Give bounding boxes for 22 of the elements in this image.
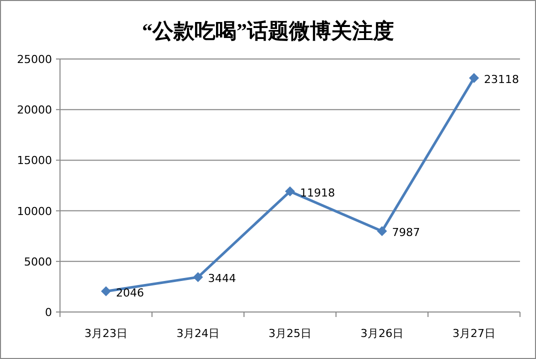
x-tick-label: 3月23日 [84,327,128,340]
point [101,286,111,296]
y-tick-label: 25000 [17,53,52,66]
y-tick-label: 0 [45,306,52,319]
y-tick-label: 20000 [17,104,52,117]
data-label: 7987 [392,226,420,240]
x-tick-label: 3月27日 [452,327,496,340]
y-tick-label: 10000 [17,204,52,218]
point [285,186,295,196]
y-tick-label: 15000 [17,154,52,168]
data-label: 23118 [484,73,519,86]
y-tick-label: 5000 [24,255,52,268]
data-label: 11918 [300,186,335,200]
x-tick-label: 3月26日 [360,327,404,340]
point [193,272,203,282]
point [377,226,387,236]
data-label: 2046 [116,286,144,300]
data-label: 3444 [208,272,236,286]
chart-title: “公款吃喝”话题微博关注度 [142,19,394,43]
x-tick-label: 3月25日 [268,327,312,340]
x-tick-label: 3月24日 [176,327,220,340]
point [469,73,479,84]
